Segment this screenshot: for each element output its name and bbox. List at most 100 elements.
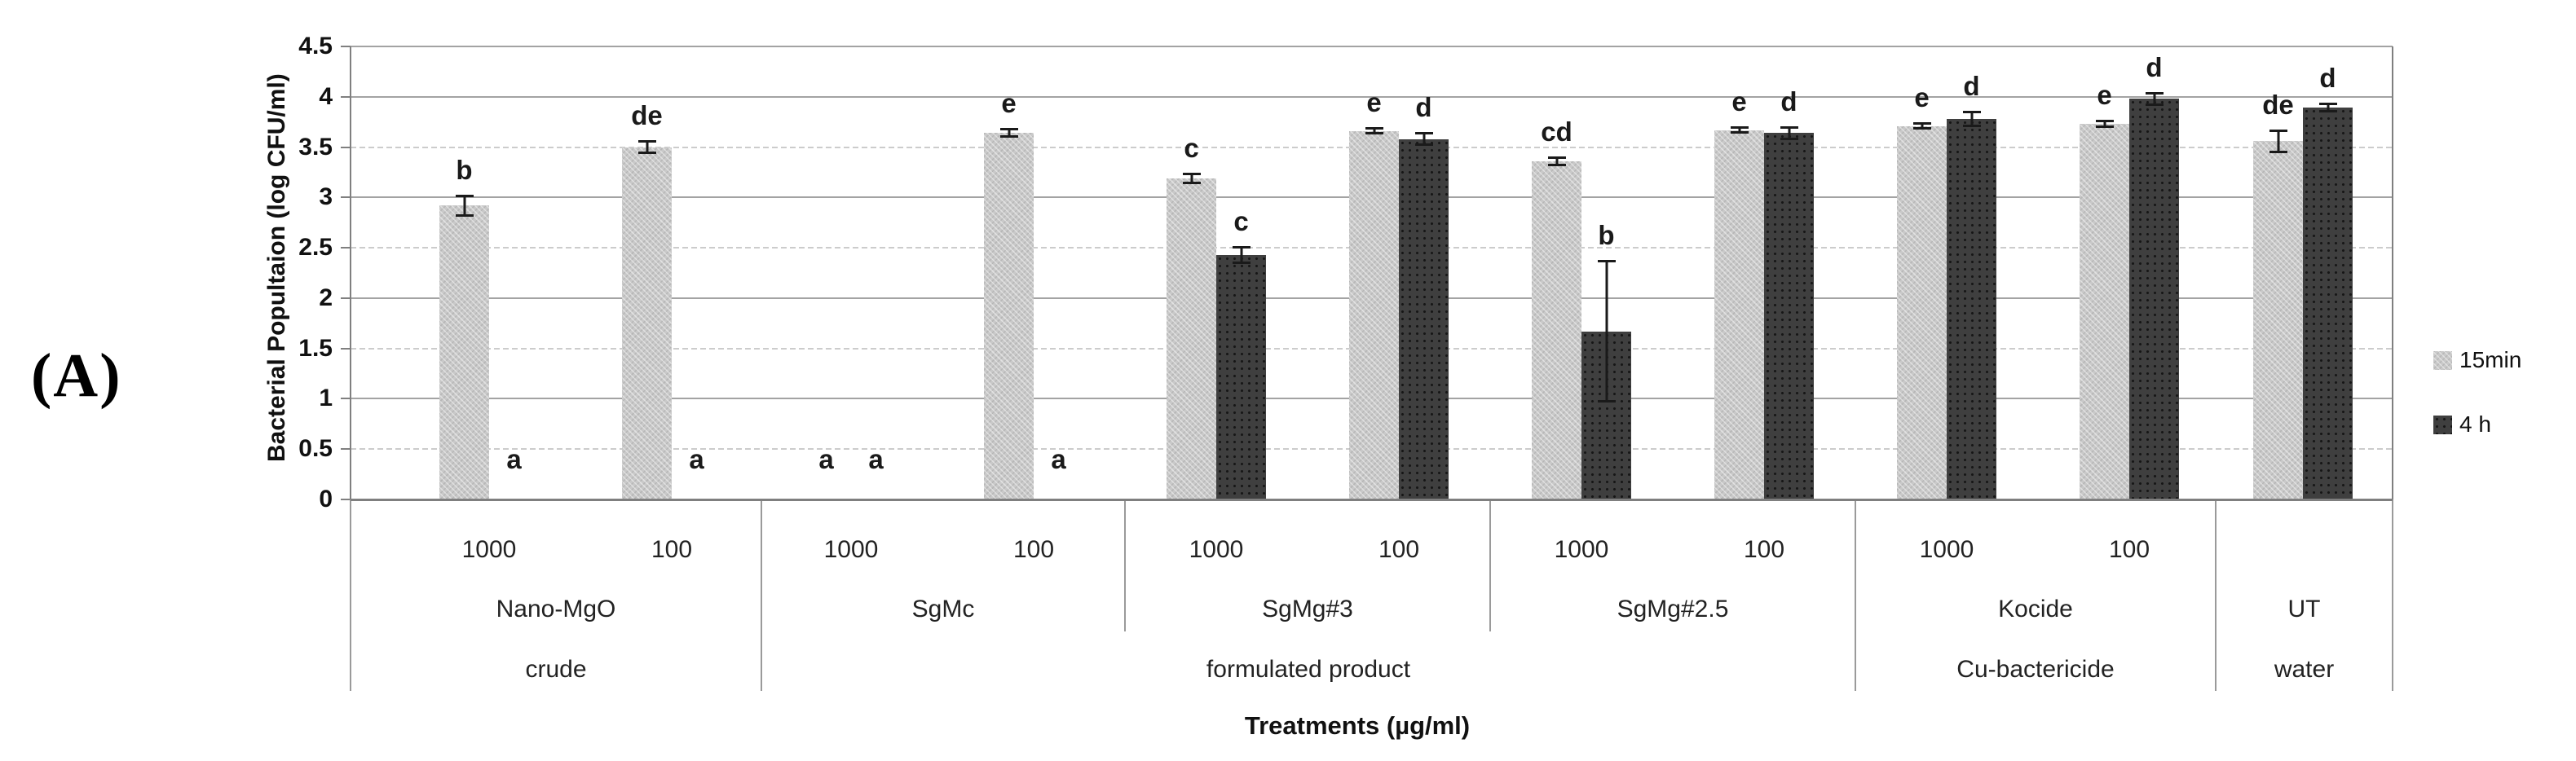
error-bar-cap-bottom [1414, 143, 1433, 147]
bar-SgMc-100-15min [984, 133, 1034, 499]
plot-right-frame [2392, 46, 2393, 499]
axis-table-divider [2392, 499, 2393, 691]
y-tick-label-3: 3 [319, 183, 333, 211]
significance-letter: a [818, 444, 834, 474]
significance-letter: a [1051, 444, 1066, 474]
significance-letter: a [868, 444, 884, 474]
significance-letter: d [2146, 51, 2163, 82]
bar-SgMg#3-100-4 h [1399, 139, 1449, 499]
error-bar [1423, 133, 1425, 146]
error-bar [1970, 112, 1973, 126]
significance-letter: a [506, 444, 522, 474]
error-bar [1008, 129, 1010, 138]
error-bar [1240, 246, 1242, 263]
conc-label-SgMg#3-100: 100 [1378, 536, 1420, 563]
bar-UT-15min [2253, 141, 2303, 499]
significance-letter: cd [1541, 116, 1573, 147]
y-tickmark-2 [341, 297, 351, 299]
y-tickmark-1.5 [341, 347, 351, 350]
category-label-formulated-product: formulated product [1206, 656, 1411, 683]
error-bar [1605, 261, 1608, 402]
error-bar-cap-bottom [455, 213, 474, 217]
significance-letter: d [1963, 71, 1980, 102]
significance-letter: d [2319, 63, 2336, 94]
axis-table-divider [2215, 499, 2217, 691]
significance-letter: b [1598, 220, 1615, 251]
y-tickmark-0 [341, 499, 351, 500]
error-bar-cap-top [2095, 120, 2114, 123]
error-bar-cap-top [2269, 129, 2287, 132]
significance-letter: e [2097, 80, 2112, 111]
error-bar [2153, 92, 2155, 105]
conc-label-Kocide-1000: 1000 [1919, 536, 1974, 563]
error-bar [1555, 156, 1558, 165]
bar-SgMg#2.5-1000-15min [1532, 161, 1581, 499]
significance-letter: e [1731, 86, 1747, 117]
significance-letter: e [1914, 81, 1930, 112]
gridline-y-4.5 [351, 46, 2393, 47]
bar-Kocide-1000-15min [1897, 125, 1947, 499]
conc-label-Nano-MgO-1000: 1000 [461, 536, 517, 563]
y-tick-label-4: 4 [319, 82, 333, 110]
error-bar-cap-top [455, 194, 474, 197]
error-bar-cap-top [999, 128, 1018, 131]
error-bar-cap-bottom [637, 151, 656, 154]
y-tick-label-2.5: 2.5 [298, 234, 333, 262]
treatment-label-UT: UT [2287, 596, 2321, 622]
y-tick-label-0.5: 0.5 [298, 435, 333, 463]
error-bar-cap-top [1365, 127, 1383, 130]
y-tick-label-1: 1 [319, 385, 333, 412]
significance-letter: de [2262, 89, 2294, 120]
error-bar-cap-bottom [999, 135, 1018, 139]
error-bar-cap-top [2145, 91, 2164, 95]
axis-table-divider [1489, 499, 1491, 631]
significance-letter: b [456, 154, 473, 185]
bar-SgMg#3-1000-15min [1167, 178, 1216, 499]
error-bar-cap-bottom [1182, 182, 1201, 185]
error-bar-cap-top [1962, 111, 1981, 114]
error-bar-cap-top [637, 140, 656, 143]
error-bar [1738, 126, 1740, 134]
error-bar [2277, 130, 2279, 152]
error-bar [2103, 121, 2106, 127]
bar-Kocide-1000-4 h [1947, 118, 1996, 499]
error-bar [2327, 103, 2329, 112]
legend-swatch-15min [2433, 350, 2452, 370]
significance-letter: a [689, 444, 704, 474]
legend-entry-4h: 4 h [2433, 411, 2521, 438]
error-bar-cap-bottom [1597, 400, 1616, 403]
legend-label-15min: 15min [2459, 347, 2522, 372]
axis-table-divider [1124, 499, 1126, 631]
y-axis-line [350, 46, 351, 499]
significance-letter: c [1184, 132, 1199, 163]
bar-SgMg#3-1000-4 h [1216, 254, 1266, 499]
bar-Kocide-100-15min [2080, 124, 2129, 499]
treatment-label-SgMc: SgMc [911, 596, 975, 622]
error-bar-cap-bottom [2095, 125, 2114, 128]
bar-SgMg#3-100-15min [1349, 130, 1399, 499]
error-bar-cap-bottom [2269, 150, 2287, 153]
y-tick-label-4.5: 4.5 [298, 33, 333, 59]
legend-swatch-4h [2433, 415, 2452, 434]
legend-entry-15min: 15min [2433, 347, 2521, 373]
panel-label: (A) [31, 341, 122, 410]
category-label-Cu-bactericide: Cu-bactericide [1956, 656, 2115, 683]
category-label-crude: crude [525, 656, 587, 683]
error-bar [463, 195, 465, 216]
axis-table-divider [350, 499, 351, 691]
y-tickmark-1 [341, 398, 351, 400]
error-bar-cap-top [1730, 125, 1749, 129]
conc-label-SgMc-1000: 1000 [823, 536, 879, 563]
y-tickmark-4 [341, 95, 351, 98]
y-tickmark-3 [341, 196, 351, 199]
significance-letter: d [1415, 92, 1432, 123]
treatment-label-Kocide: Kocide [1998, 596, 2073, 622]
significance-letter: e [1366, 87, 1382, 118]
error-bar-cap-bottom [1730, 131, 1749, 134]
error-bar-cap-top [1232, 245, 1251, 249]
error-bar [1373, 128, 1375, 134]
error-bar-cap-top [1597, 260, 1616, 263]
legend: 15min 4 h [2433, 347, 2521, 438]
treatment-label-SgMg#3: SgMg#3 [1262, 596, 1353, 622]
y-tick-label-1.5: 1.5 [298, 334, 333, 362]
